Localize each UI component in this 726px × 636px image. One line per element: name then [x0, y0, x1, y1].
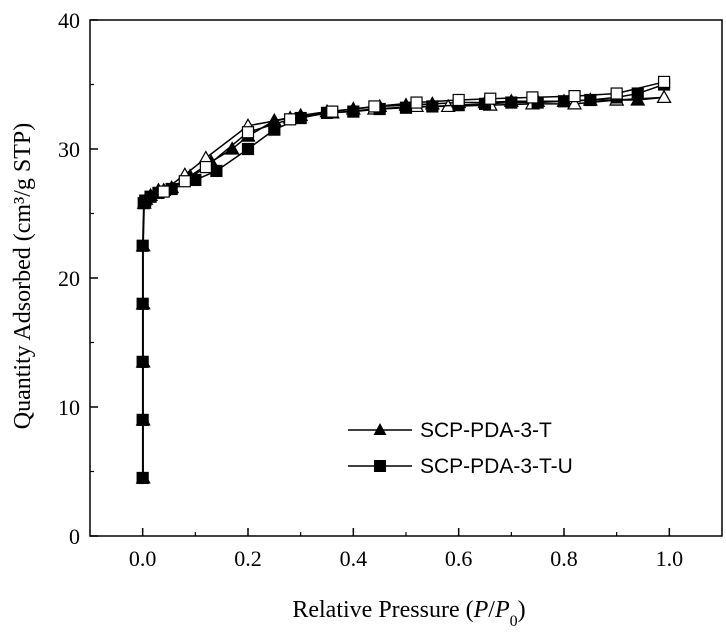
x-tick-label: 0.6	[445, 546, 473, 571]
y-tick-label: 40	[58, 8, 80, 33]
adsorption-point-scp-pda-3-t-u	[136, 355, 149, 368]
adsorption-point-scp-pda-3-t-u	[631, 87, 644, 100]
x-tick-label: 1.0	[656, 546, 684, 571]
legend: SCP-PDA-3-T SCP-PDA-3-T-U	[348, 419, 573, 478]
desorption-point-scp-pda-3-t-u	[410, 96, 423, 109]
x-axis-title: Relative Pressure (P/P0)	[292, 597, 525, 630]
desorption-point-scp-pda-3-t-u	[526, 91, 539, 104]
adsorption-point-scp-pda-3-t-u	[136, 413, 149, 426]
y-tick-label: 30	[58, 137, 80, 162]
desorption-point-scp-pda-3-t-u	[199, 160, 212, 174]
adsorption-point-scp-pda-3-t-u	[136, 297, 149, 310]
series-layer	[135, 75, 672, 485]
series-scp-pda-3-t	[135, 89, 672, 484]
adsorption-point-scp-pda-3-t-u	[347, 105, 360, 118]
adsorption-point-scp-pda-3-t-u	[426, 100, 439, 113]
desorption-point-scp-pda-3-t-u	[610, 87, 623, 100]
x-tick-label: 0.4	[340, 546, 368, 571]
series-scp-pda-3-t-u	[136, 75, 671, 485]
legend-entry-scp-pda-3-t: SCP-PDA-3-T	[348, 419, 552, 442]
desorption-point-scp-pda-3-t-u	[657, 75, 671, 89]
desorption-point-scp-pda-3-t	[567, 96, 583, 110]
legend-entry-scp-pda-3-t-u: SCP-PDA-3-T-U	[348, 455, 573, 478]
adsorption-point-scp-pda-3-t-u	[210, 164, 223, 178]
adsorption-point-scp-pda-3-t-u	[136, 471, 149, 485]
adsorption-point-scp-pda-3-t-u	[505, 96, 518, 109]
x-tick-label: 0.2	[234, 546, 262, 571]
desorption-point-scp-pda-3-t-u	[326, 105, 339, 118]
desorption-point-scp-pda-3-t-u	[452, 93, 465, 107]
desorption-point-scp-pda-3-t-u	[284, 113, 297, 126]
y-tick-label: 10	[58, 395, 80, 420]
desorption-point-scp-pda-3-t-u	[157, 185, 170, 198]
plot-frame	[89, 19, 723, 537]
desorption-point-scp-pda-3-t-u	[484, 92, 497, 105]
adsorption-point-scp-pda-3-t-u	[189, 173, 202, 187]
x-tick-label: 0.8	[550, 546, 578, 571]
y-axis-title: Quantity Adsorbed (cm³/g STP)	[10, 123, 36, 430]
y-tick-label: 20	[58, 266, 80, 291]
adsorption-point-scp-pda-3-t-u	[399, 101, 413, 114]
adsorption-line-scp-pda-3-t-u	[141, 83, 665, 478]
desorption-point-scp-pda-3-t-u	[241, 126, 255, 139]
desorption-point-scp-pda-3-t-u	[568, 90, 581, 103]
adsorption-point-scp-pda-3-t-u	[268, 123, 281, 136]
adsorption-point-scp-pda-3-t-u	[136, 239, 149, 252]
ticks-layer: 0.0 0.2 0.4 0.6 0.8 1.0 0 10 20 30 40	[58, 8, 683, 571]
legend-marker-square	[374, 460, 386, 472]
x-tick-label: 0.0	[129, 546, 157, 571]
adsorption-point-scp-pda-3-t-u	[584, 93, 597, 107]
legend-marker-triangle	[373, 423, 387, 435]
plot-area	[89, 19, 723, 537]
y-tick-label: 0	[69, 524, 80, 549]
adsorption-point-scp-pda-3-t-u	[294, 111, 307, 125]
adsorption-point-scp-pda-3-t-u	[557, 95, 571, 108]
desorption-point-scp-pda-3-t	[656, 89, 672, 104]
legend-label-scp-pda-3-t-u: SCP-PDA-3-T-U	[420, 455, 573, 478]
desorption-point-scp-pda-3-t-u	[368, 100, 381, 113]
adsorption-point-scp-pda-3-t-u	[241, 142, 255, 156]
desorption-point-scp-pda-3-t-u	[178, 175, 191, 188]
legend-label-scp-pda-3-t: SCP-PDA-3-T	[420, 419, 552, 442]
